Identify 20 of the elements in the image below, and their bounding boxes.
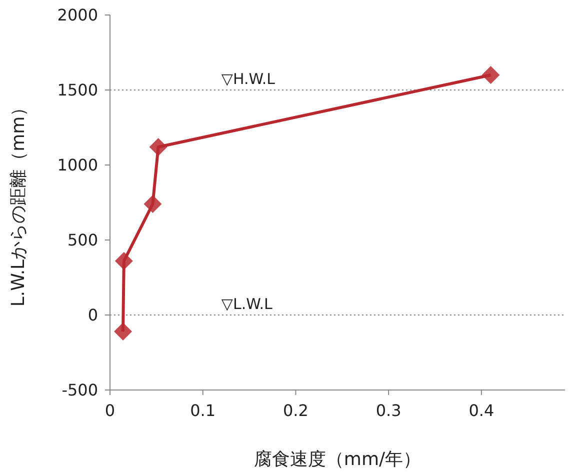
- y-tick-label: 500: [67, 230, 98, 250]
- y-tick-label: -500: [62, 380, 98, 400]
- x-tick-label: 0.4: [468, 401, 494, 420]
- y-tick-label: 1500: [57, 80, 98, 100]
- point: [114, 322, 132, 340]
- point: [482, 66, 500, 84]
- x-tick-label: 0.3: [376, 401, 402, 420]
- y-tick-label: 1000: [57, 156, 98, 175]
- x-tick-label: 0.1: [190, 401, 216, 420]
- y-axis-title: L.W.Lからの距離（mm）: [8, 98, 29, 307]
- x-tick-label: 0: [104, 401, 116, 420]
- point: [114, 252, 133, 270]
- x-tick-label: 0.2: [282, 401, 308, 420]
- ref-line-label: ▽L.W.L: [221, 295, 273, 313]
- x-axis-title: 腐食速度（mm/年）: [254, 449, 422, 470]
- y-tick-label: 2000: [57, 6, 98, 25]
- y-tick-label: 0: [88, 306, 98, 325]
- point: [144, 195, 162, 213]
- ref-line-label: ▽H.W.L: [221, 70, 276, 88]
- point: [149, 138, 168, 156]
